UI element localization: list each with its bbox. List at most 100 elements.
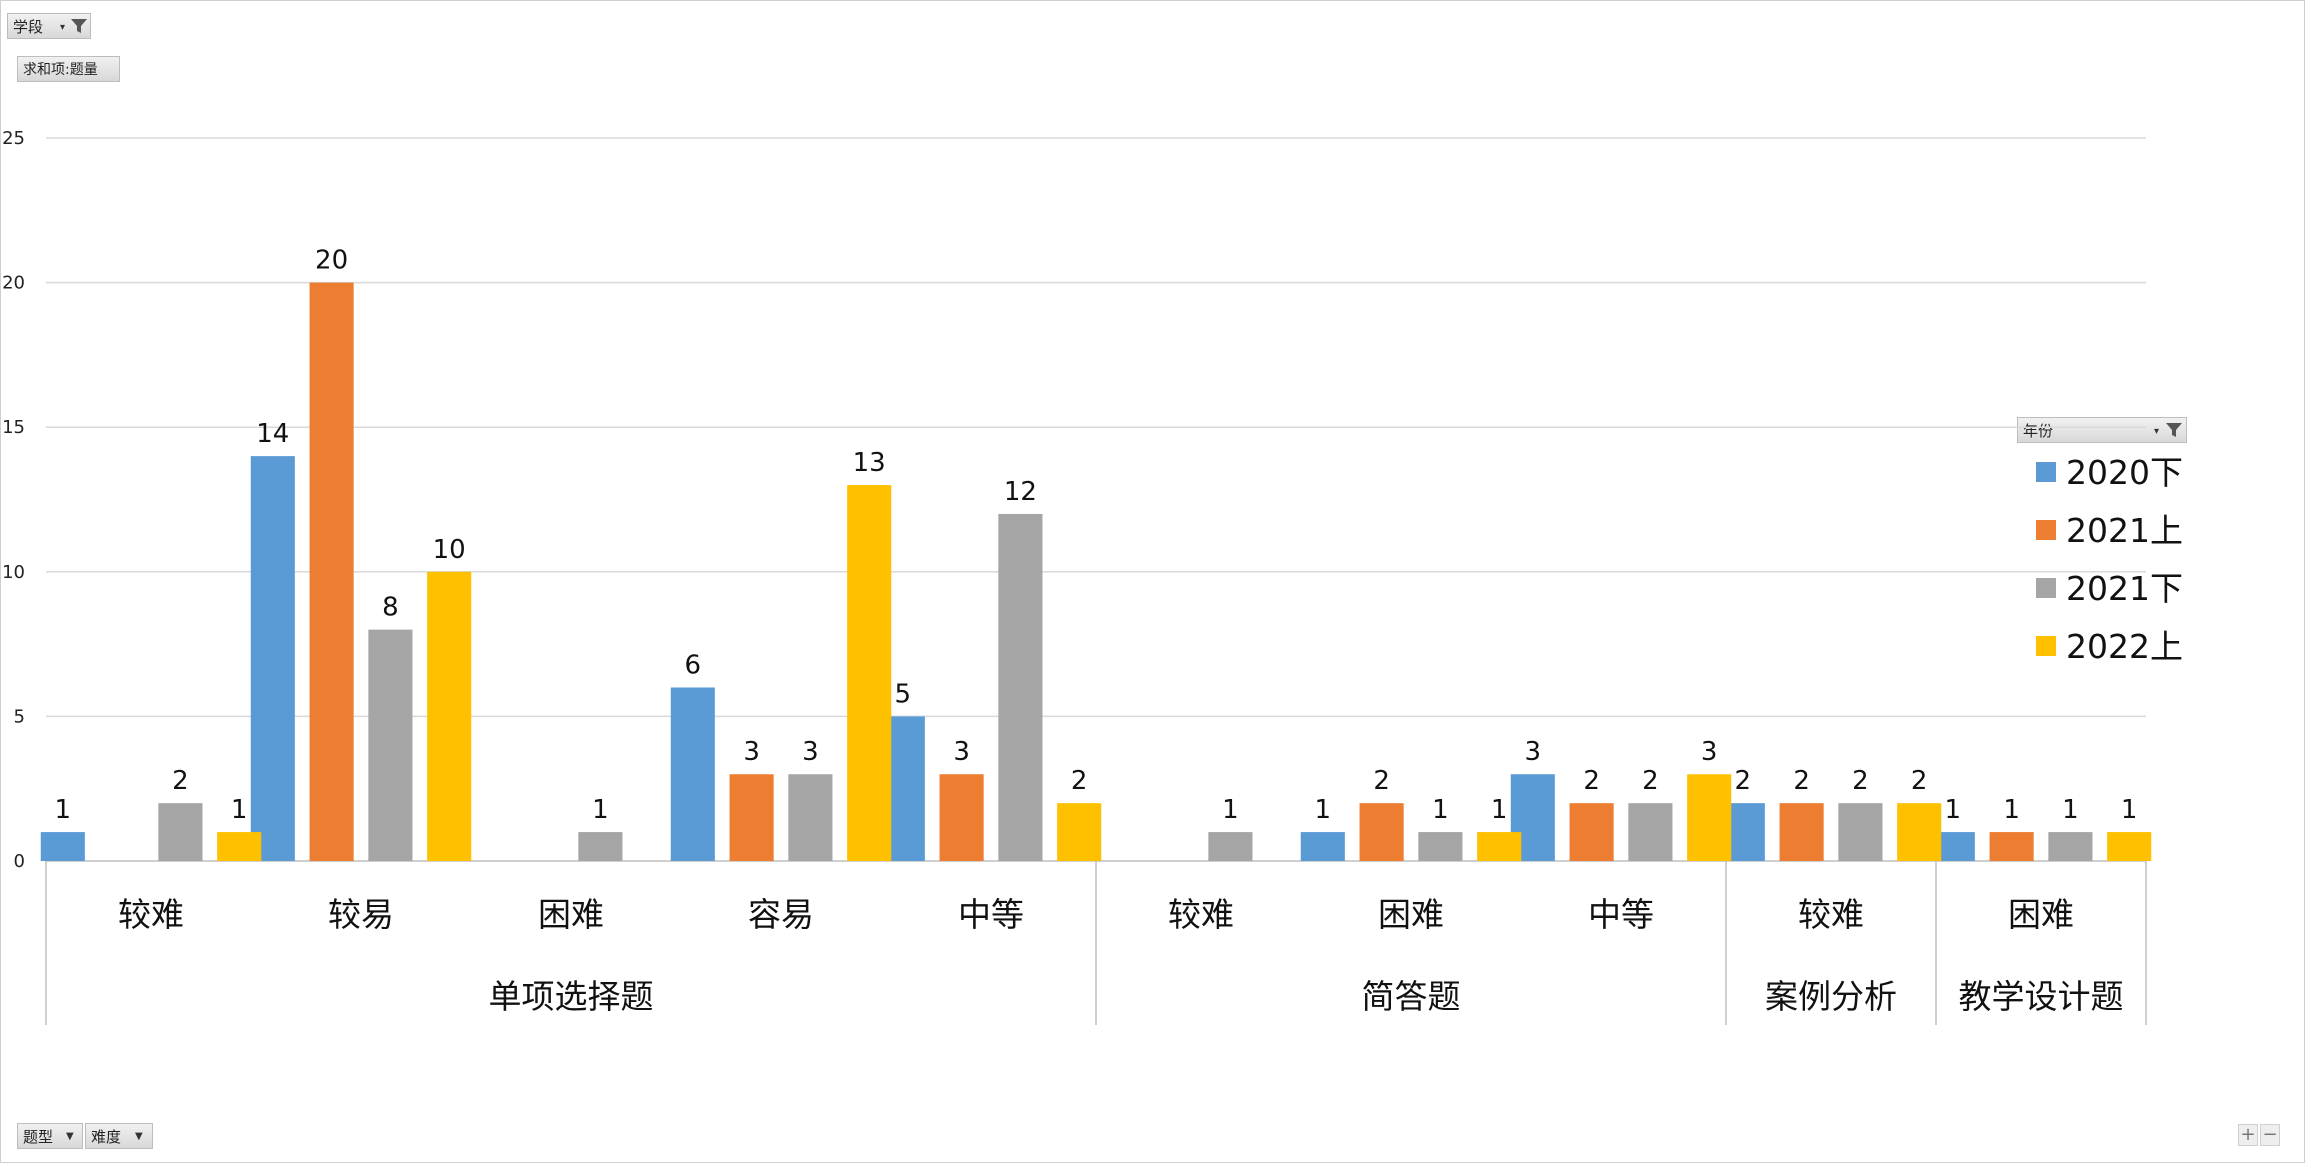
data-label: 2 bbox=[1911, 766, 1928, 796]
category-tick-label: 中等 bbox=[1588, 895, 1654, 934]
value-field-button[interactable]: 求和项:题量 bbox=[17, 56, 120, 82]
bar bbox=[1779, 803, 1824, 861]
axis-field-label: 难度 bbox=[91, 1127, 122, 1146]
data-label: 1 bbox=[2062, 795, 2079, 825]
data-label: 1 bbox=[592, 795, 609, 825]
category-tick-label: 困难 bbox=[2008, 895, 2074, 934]
category-tick-label: 较难 bbox=[118, 895, 184, 934]
value-field-label: 求和项:题量 bbox=[23, 62, 98, 78]
data-label: 12 bbox=[1004, 477, 1037, 507]
legend-field-button[interactable]: 年份 ▾ bbox=[2017, 417, 2187, 443]
dropdown-arrow-icon: ▼ bbox=[66, 1131, 74, 1142]
dropdown-arrow-icon: ▾ bbox=[60, 22, 66, 33]
legend-field-label: 年份 bbox=[2023, 421, 2054, 440]
bar bbox=[1897, 803, 1942, 861]
bar bbox=[1208, 832, 1253, 861]
legend-entry: 2021上 bbox=[2066, 511, 2183, 550]
data-label: 2 bbox=[1852, 766, 1869, 796]
category-tick-label: 困难 bbox=[538, 895, 604, 934]
data-label: 3 bbox=[802, 737, 819, 767]
data-label: 3 bbox=[1525, 737, 1542, 767]
y-tick-label: 10 bbox=[2, 562, 25, 583]
data-label: 10 bbox=[433, 535, 466, 565]
group-tick-label: 简答题 bbox=[1362, 977, 1461, 1016]
data-label: 6 bbox=[685, 650, 702, 680]
bar bbox=[309, 282, 354, 862]
category-tick-label: 较易 bbox=[328, 895, 394, 934]
data-label: 1 bbox=[1222, 795, 1239, 825]
bar bbox=[1989, 832, 2034, 861]
group-tick-label: 案例分析 bbox=[1765, 977, 1897, 1016]
funnel-filter-icon bbox=[2166, 423, 2182, 437]
category-tick-label: 困难 bbox=[1378, 895, 1444, 934]
bar bbox=[2107, 832, 2152, 861]
data-label: 2 bbox=[172, 766, 189, 796]
data-label: 1 bbox=[55, 795, 72, 825]
category-tick-label: 容易 bbox=[748, 895, 814, 934]
zoom-in-button[interactable]: + bbox=[2238, 1124, 2258, 1146]
data-label: 2 bbox=[1793, 766, 1810, 796]
data-label: 5 bbox=[895, 679, 912, 709]
data-label: 3 bbox=[953, 737, 970, 767]
data-label: 3 bbox=[743, 737, 760, 767]
y-tick-label: 20 bbox=[2, 273, 25, 294]
axis-field-button-0[interactable]: 题型 ▼ bbox=[17, 1123, 83, 1149]
data-label: 3 bbox=[1701, 737, 1718, 767]
legend-entry: 2020下 bbox=[2066, 453, 2183, 492]
y-tick-label: 15 bbox=[2, 417, 25, 438]
data-label: 2 bbox=[1735, 766, 1752, 796]
bar bbox=[1569, 803, 1614, 861]
data-label: 1 bbox=[1315, 795, 1332, 825]
bar bbox=[1838, 803, 1883, 861]
bar bbox=[788, 774, 833, 861]
data-label: 1 bbox=[231, 795, 248, 825]
filter-field-label: 学段 bbox=[13, 17, 44, 36]
bar bbox=[729, 774, 774, 861]
data-label: 8 bbox=[382, 593, 399, 623]
legend-swatch bbox=[2036, 462, 2056, 482]
legend-entry: 2022上 bbox=[2066, 627, 2183, 666]
data-label: 1 bbox=[2121, 795, 2138, 825]
bar bbox=[427, 571, 472, 861]
bar bbox=[847, 485, 892, 861]
data-label: 14 bbox=[256, 419, 289, 449]
data-label: 2 bbox=[1583, 766, 1600, 796]
axis-field-button-1[interactable]: 难度 ▼ bbox=[85, 1123, 153, 1149]
bar bbox=[2048, 832, 2093, 861]
bar bbox=[1628, 803, 1673, 861]
data-label: 1 bbox=[1432, 795, 1449, 825]
bar bbox=[40, 832, 85, 861]
data-label: 20 bbox=[315, 246, 348, 276]
bar bbox=[1057, 803, 1102, 861]
group-tick-label: 教学设计题 bbox=[1959, 977, 2124, 1016]
data-label: 2 bbox=[1071, 766, 1088, 796]
bar bbox=[939, 774, 984, 861]
dropdown-arrow-icon: ▼ bbox=[135, 1131, 143, 1142]
bar bbox=[578, 832, 623, 861]
bar bbox=[1418, 832, 1463, 861]
y-tick-label: 5 bbox=[14, 706, 25, 727]
category-tick-label: 较难 bbox=[1798, 895, 1864, 934]
data-label: 2 bbox=[1642, 766, 1659, 796]
legend-entry: 2021下 bbox=[2066, 569, 2183, 608]
legend-swatch bbox=[2036, 578, 2056, 598]
bar bbox=[250, 456, 295, 861]
bar bbox=[670, 687, 715, 861]
y-tick-label: 0 bbox=[14, 851, 25, 872]
legend-swatch bbox=[2036, 520, 2056, 540]
zoom-out-button[interactable]: − bbox=[2260, 1124, 2280, 1146]
legend-swatch bbox=[2036, 636, 2056, 656]
bar bbox=[1477, 832, 1522, 861]
bar bbox=[998, 513, 1043, 861]
category-tick-label: 中等 bbox=[958, 895, 1024, 934]
filter-field-button[interactable]: 学段 ▾ bbox=[7, 13, 91, 39]
bar bbox=[1300, 832, 1345, 861]
data-label: 1 bbox=[1491, 795, 1508, 825]
data-label: 1 bbox=[1945, 795, 1962, 825]
bar bbox=[217, 832, 262, 861]
y-tick-label: 25 bbox=[2, 128, 25, 149]
bar bbox=[368, 629, 413, 861]
dropdown-arrow-icon: ▾ bbox=[2154, 426, 2160, 437]
